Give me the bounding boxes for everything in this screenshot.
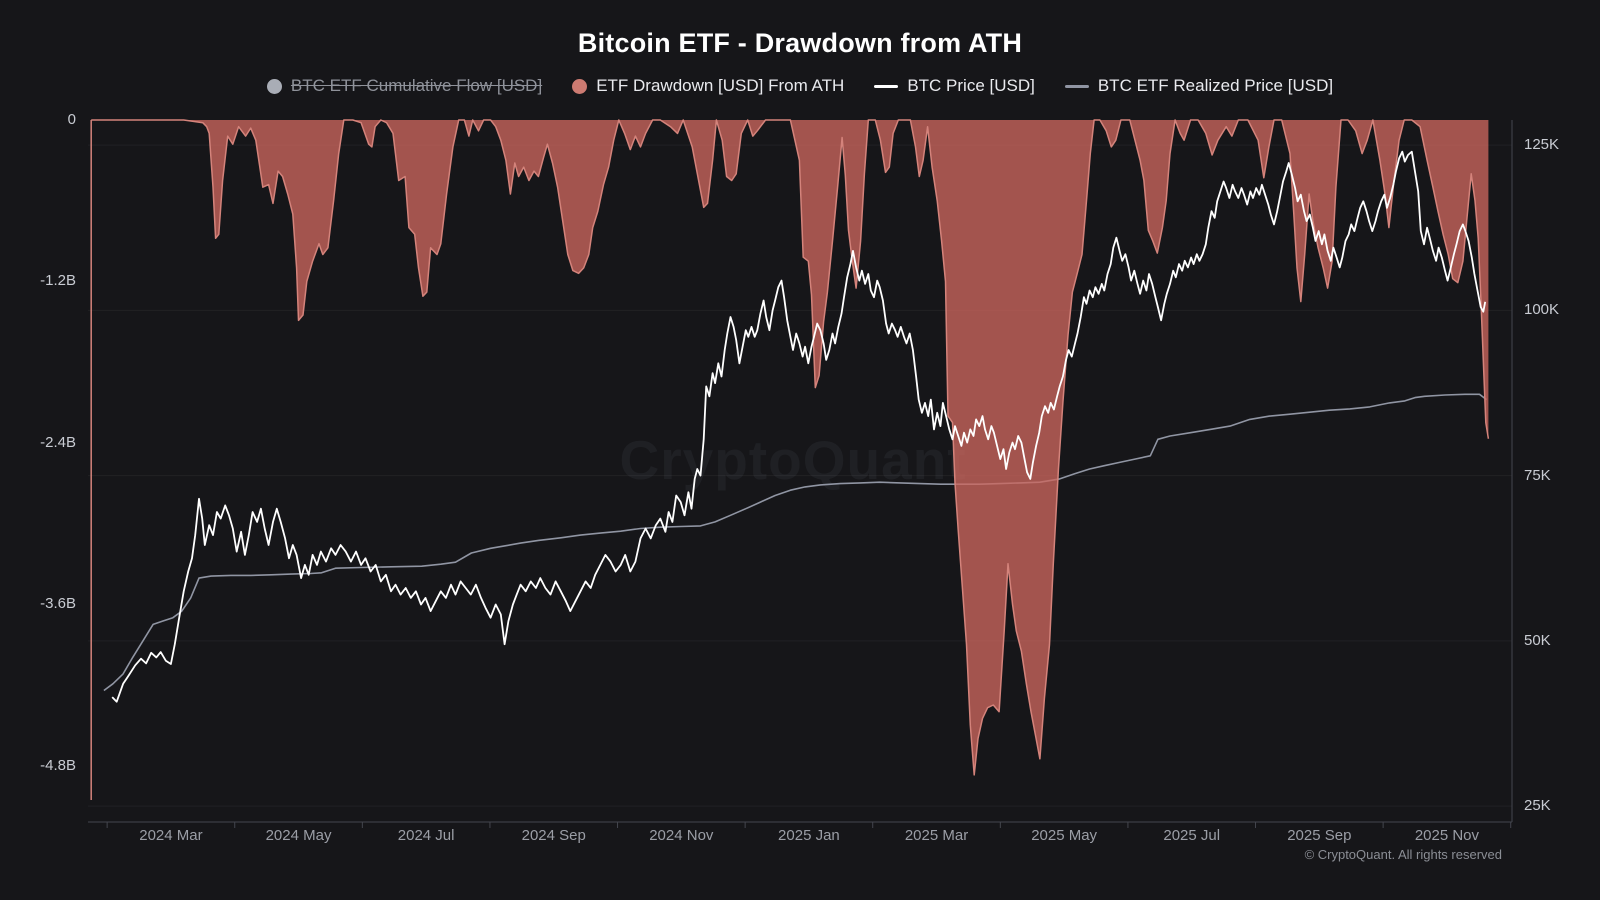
- x-axis-tick: 2024 Jul: [397, 827, 455, 844]
- realized-price-line: [103, 393, 1487, 692]
- y-axis-right-tick: 75K: [1524, 466, 1551, 484]
- y-axis-left-tick: -3.6B: [40, 595, 76, 613]
- drawdown-outline: [91, 119, 1490, 776]
- legend-item-btc-price[interactable]: BTC Price [USD]: [874, 76, 1035, 96]
- series-dot-icon: [266, 78, 282, 94]
- drawdown-area: [91, 120, 1489, 775]
- x-axis-tick: 2025 Jul: [1163, 827, 1221, 844]
- x-axis-tick: 2025 Sep: [1287, 827, 1352, 844]
- y-axis-right-tick: 125K: [1524, 136, 1560, 154]
- btc-price-line: [111, 150, 1487, 703]
- x-axis-tick: 2024 Mar: [139, 827, 203, 844]
- x-axis-tick: 2024 May: [265, 827, 332, 844]
- legend: BTC ETF Cumulative Flow [USD] ETF Drawdo…: [0, 76, 1600, 96]
- copyright-notice: © CryptoQuant. All rights reserved: [1304, 847, 1502, 862]
- legend-item-cumulative-flow[interactable]: BTC ETF Cumulative Flow [USD]: [266, 76, 543, 96]
- series-dot-icon: [572, 78, 588, 94]
- x-axis-tick: 2024 Sep: [521, 827, 586, 844]
- legend-label: ETF Drawdown [USD] From ATH: [596, 76, 845, 95]
- legend-item-etf-drawdown[interactable]: ETF Drawdown [USD] From ATH: [572, 76, 844, 96]
- x-axis-tick: 2025 Jan: [778, 827, 840, 844]
- y-axis-right-tick: 25K: [1524, 797, 1551, 815]
- y-axis-right-tick: 100K: [1524, 301, 1560, 319]
- legend-item-realized-price[interactable]: BTC ETF Realized Price [USD]: [1064, 76, 1334, 96]
- x-axis-tick: 2025 Mar: [904, 827, 969, 844]
- chart-title: Bitcoin ETF - Drawdown from ATH: [577, 28, 1023, 58]
- x-axis-tick: 2025 Nov: [1414, 827, 1480, 844]
- y-axis-left-tick: 0: [67, 111, 76, 128]
- legend-label: BTC ETF Realized Price [USD]: [1097, 76, 1334, 95]
- series-line-icon: [874, 84, 899, 88]
- legend-label: BTC ETF Cumulative Flow [USD]: [290, 76, 543, 95]
- x-axis-tick: 2025 May: [1031, 827, 1098, 844]
- y-axis-left-tick: -1.2B: [40, 272, 76, 290]
- y-axis-left-tick: -2.4B: [40, 433, 76, 451]
- y-axis-left-tick: -4.8B: [40, 756, 76, 774]
- legend-label: BTC Price [USD]: [907, 76, 1035, 95]
- series-line-icon: [1064, 84, 1089, 88]
- y-axis-right-tick: 50K: [1524, 631, 1551, 649]
- x-axis-tick: 2024 Nov: [649, 827, 714, 844]
